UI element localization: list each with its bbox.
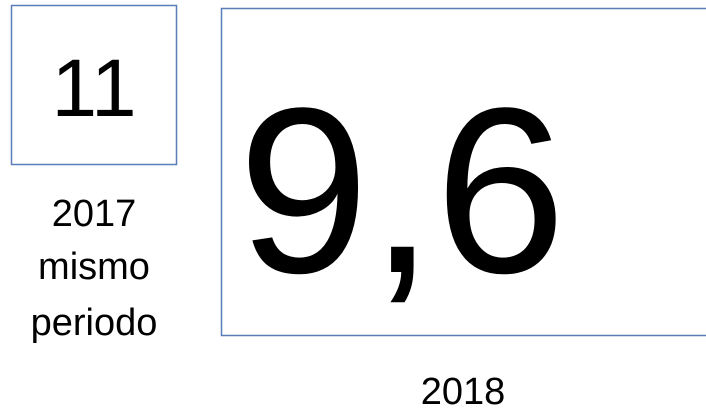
current-box <box>220 7 706 337</box>
previous-caption: mismo <box>38 246 150 288</box>
current-caption: 2018 <box>421 371 506 413</box>
previous-caption: periodo <box>31 302 158 344</box>
previous-value: 11 <box>51 43 136 134</box>
previous-box <box>10 4 178 166</box>
current-value: 9,6 <box>238 59 566 323</box>
previous-caption: 2017 <box>52 193 137 235</box>
